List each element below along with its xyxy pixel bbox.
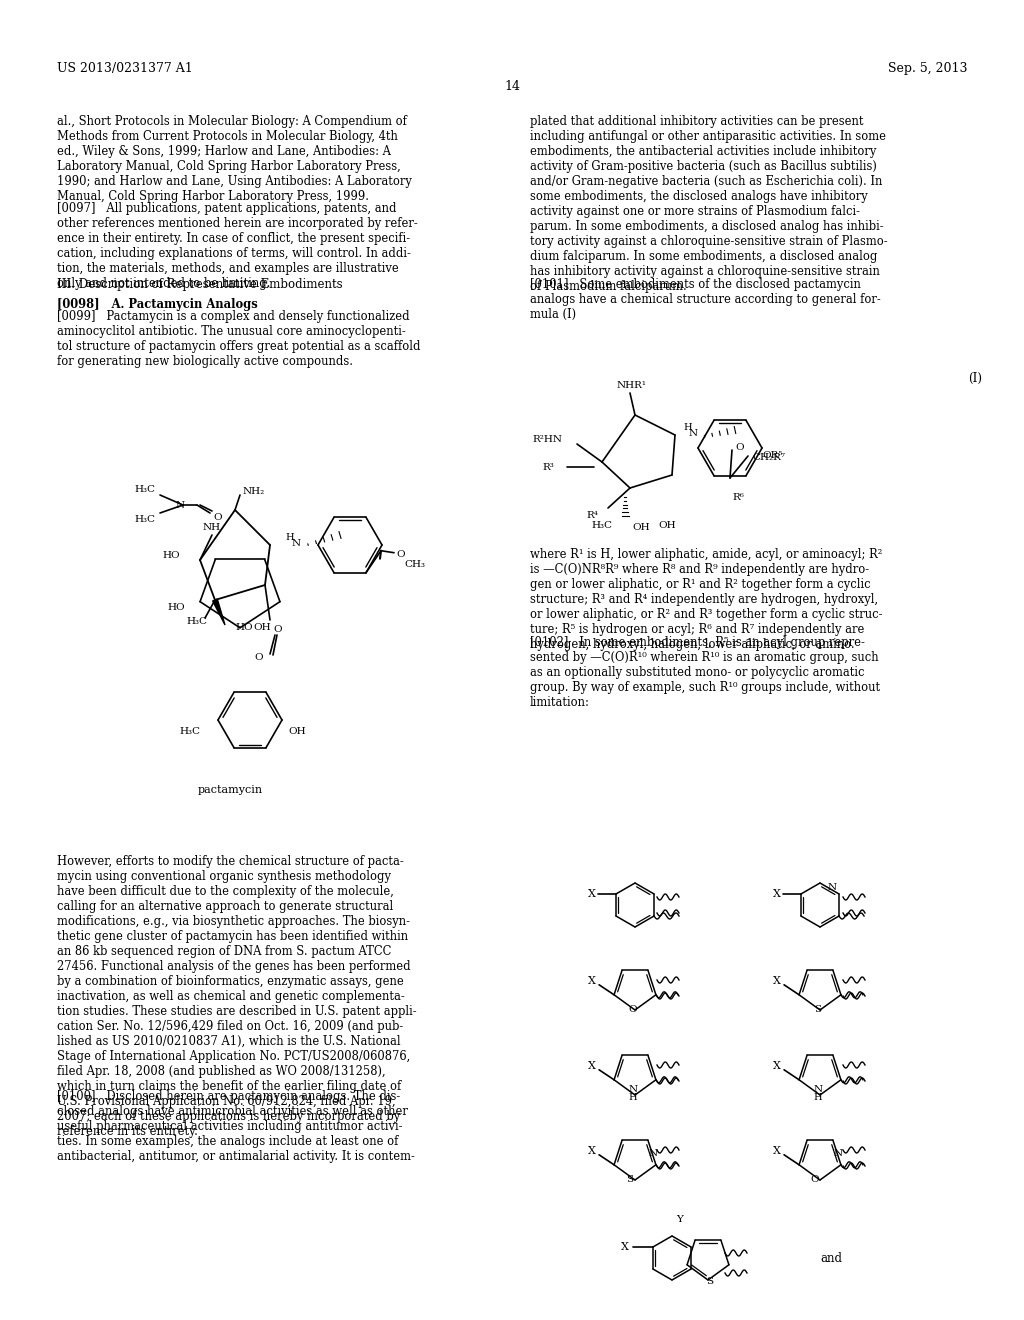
Text: H: H <box>814 1093 822 1101</box>
Text: X: X <box>773 888 781 899</box>
Text: [0100]   Disclosed herein are pactamycin analogs. The dis-
closed analogs have a: [0100] Disclosed herein are pactamycin a… <box>57 1090 415 1163</box>
Text: S: S <box>627 1176 634 1184</box>
Text: H: H <box>285 532 294 541</box>
Text: N: N <box>648 1148 657 1158</box>
Text: plated that additional inhibitory activities can be present
including antifungal: plated that additional inhibitory activi… <box>530 115 888 293</box>
Text: HO: HO <box>167 603 185 612</box>
Text: H₃C: H₃C <box>134 516 155 524</box>
Text: N: N <box>834 1148 843 1158</box>
Text: and: and <box>820 1251 842 1265</box>
Text: O: O <box>629 1006 637 1015</box>
Text: N: N <box>629 1085 638 1093</box>
Text: HO: HO <box>234 623 253 632</box>
Text: H₃C: H₃C <box>591 521 612 531</box>
Text: where R¹ is H, lower aliphatic, amide, acyl, or aminoacyl; R²
is —C(O)NR⁸R⁹ wher: where R¹ is H, lower aliphatic, amide, a… <box>530 548 883 651</box>
Text: X: X <box>588 975 596 986</box>
Text: al., Short Protocols in Molecular Biology: A Compendium of
Methods from Current : al., Short Protocols in Molecular Biolog… <box>57 115 412 203</box>
Text: X: X <box>588 888 596 899</box>
Text: (I): (I) <box>968 371 982 384</box>
Text: N: N <box>813 1085 822 1093</box>
Text: S: S <box>814 1006 821 1015</box>
Text: O: O <box>273 626 282 635</box>
Text: X: X <box>588 1146 596 1156</box>
Text: N: N <box>689 429 698 437</box>
Text: However, efforts to modify the chemical structure of pacta-
mycin using conventi: However, efforts to modify the chemical … <box>57 855 417 1138</box>
Text: S: S <box>707 1278 714 1287</box>
Text: Sep. 5, 2013: Sep. 5, 2013 <box>888 62 967 75</box>
Text: CH₃: CH₃ <box>404 560 425 569</box>
Text: NH₂: NH₂ <box>243 487 265 496</box>
Text: R⁶: R⁶ <box>732 494 744 503</box>
Text: OH: OH <box>288 727 305 737</box>
Text: N: N <box>175 500 184 510</box>
Text: O: O <box>811 1176 819 1184</box>
Text: H₃C: H₃C <box>179 727 200 737</box>
Text: H₃C: H₃C <box>134 486 155 495</box>
Text: O: O <box>396 550 404 560</box>
Text: OH: OH <box>658 521 676 531</box>
Text: X: X <box>773 975 781 986</box>
Text: OR⁵: OR⁵ <box>762 451 782 461</box>
Text: 14: 14 <box>504 81 520 92</box>
Text: CH₂R⁷: CH₂R⁷ <box>752 454 785 462</box>
Text: [0101]   Some embodiments of the disclosed pactamycin
analogs have a chemical st: [0101] Some embodiments of the disclosed… <box>530 279 881 321</box>
Text: H₃C: H₃C <box>186 618 207 627</box>
Text: [0098]   A. Pactamycin Analogs: [0098] A. Pactamycin Analogs <box>57 298 258 312</box>
Text: NH: NH <box>203 524 221 532</box>
Text: H: H <box>683 422 691 432</box>
Text: R³: R³ <box>543 462 554 471</box>
Text: [0099]   Pactamycin is a complex and densely functionalized
aminocyclitol antibi: [0099] Pactamycin is a complex and dense… <box>57 310 421 368</box>
Text: X: X <box>773 1061 781 1071</box>
Text: III. Description of Representative Embodiments: III. Description of Representative Embod… <box>57 279 343 290</box>
Text: [0102]   In some embodiments, R⁵ is an acyl group repre-
sented by —C(O)R¹⁰ wher: [0102] In some embodiments, R⁵ is an acy… <box>530 636 880 709</box>
Text: NHR¹: NHR¹ <box>617 380 647 389</box>
Text: pactamycin: pactamycin <box>198 785 262 795</box>
Text: [0097]   All publications, patent applications, patents, and
other references me: [0097] All publications, patent applicat… <box>57 202 418 290</box>
Text: Y: Y <box>677 1216 683 1225</box>
Text: OH: OH <box>632 524 649 532</box>
Text: X: X <box>621 1242 629 1251</box>
Text: H: H <box>629 1093 637 1101</box>
Text: N: N <box>292 539 301 548</box>
Text: R⁴: R⁴ <box>586 511 598 520</box>
Polygon shape <box>213 599 225 624</box>
Text: N: N <box>827 883 837 891</box>
Text: US 2013/0231377 A1: US 2013/0231377 A1 <box>57 62 193 75</box>
Text: OH: OH <box>253 623 270 632</box>
Text: O: O <box>735 444 743 453</box>
Text: X: X <box>773 1146 781 1156</box>
Text: O: O <box>213 512 221 521</box>
Text: HO: HO <box>163 550 180 560</box>
Text: X: X <box>588 1061 596 1071</box>
Text: R²HN: R²HN <box>532 436 562 445</box>
Text: O: O <box>254 652 263 661</box>
